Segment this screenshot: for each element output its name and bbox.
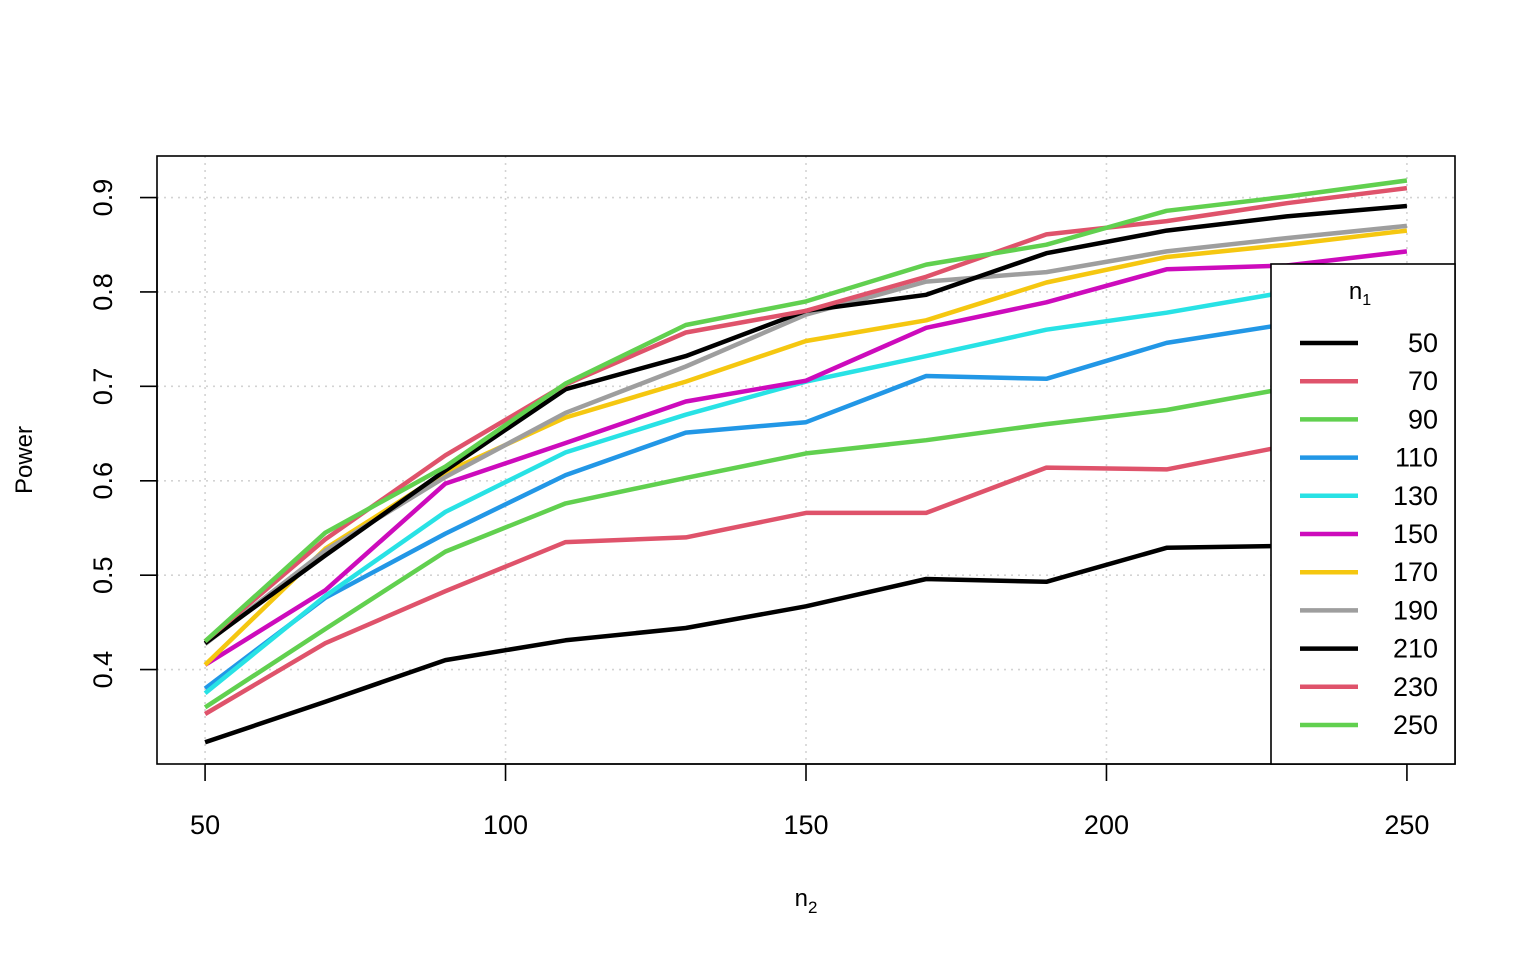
x-axis-label-subscript: 2 [808, 898, 817, 917]
legend-title-subscript: 1 [1362, 292, 1371, 309]
legend-label: 250 [1393, 710, 1438, 740]
legend-entries: 50 70 90 110 130 150 170 190 210 230 250 [1300, 328, 1438, 740]
y-axis-label: Power [11, 426, 38, 494]
y-axis: 0.4 0.5 0.6 0.7 0.8 0.9 [88, 179, 158, 689]
series-line-250 [203, 178, 1408, 643]
legend-entry-70: 70 [1300, 366, 1438, 396]
legend-entry-190: 190 [1300, 595, 1438, 625]
y-tick-label: 0.8 [88, 273, 118, 311]
series-line-150 [203, 249, 1408, 667]
y-tick-label: 0.6 [88, 462, 118, 500]
legend-entry-210: 210 [1300, 634, 1438, 664]
x-axis-label: n2 [795, 885, 818, 917]
legend-entry-230: 230 [1300, 672, 1438, 702]
legend-label: 210 [1393, 634, 1438, 664]
legend-entry-110: 110 [1300, 443, 1438, 473]
legend-label: 230 [1393, 672, 1438, 702]
legend-label: 90 [1408, 404, 1438, 434]
series-line-110 [203, 301, 1408, 691]
legend-title-main: n [1349, 278, 1362, 305]
series-line-90 [203, 363, 1408, 710]
legend: n1 50 70 90 110 130 150 170 190 210 230 250 [1270, 263, 1456, 765]
y-tick-label: 0.9 [88, 179, 118, 217]
legend-label: 190 [1393, 595, 1438, 625]
legend-label: 150 [1393, 519, 1438, 549]
x-axis-label-main: n [795, 885, 808, 912]
series-line-230 [203, 185, 1408, 644]
x-tick-label: 50 [190, 810, 220, 840]
y-tick-label: 0.4 [88, 651, 118, 689]
x-tick-label: 200 [1084, 810, 1129, 840]
legend-label: 70 [1408, 366, 1438, 396]
legend-label: 110 [1395, 443, 1438, 473]
x-axis: 50 100 150 200 250 [190, 763, 1429, 840]
legend-entry-50: 50 [1300, 328, 1438, 358]
legend-label: 50 [1408, 328, 1438, 358]
x-tick-label: 150 [783, 810, 828, 840]
legend-box [1270, 263, 1456, 765]
y-tick-label: 0.7 [88, 368, 118, 406]
legend-label: 130 [1393, 481, 1438, 511]
x-tick-label: 250 [1384, 810, 1429, 840]
legend-entry-150: 150 [1300, 519, 1438, 549]
series-line-190 [203, 223, 1408, 646]
legend-label: 170 [1393, 557, 1438, 587]
legend-entry-90: 90 [1300, 404, 1438, 434]
legend-entry-170: 170 [1300, 557, 1438, 587]
y-tick-label: 0.5 [88, 556, 118, 594]
x-tick-label: 100 [483, 810, 528, 840]
series-line-70 [203, 415, 1408, 716]
series-lines [203, 178, 1408, 745]
legend-title: n1 [1349, 278, 1371, 309]
legend-entry-130: 130 [1300, 481, 1438, 511]
series-line-50 [204, 516, 1408, 745]
legend-entry-250: 250 [1300, 710, 1438, 740]
